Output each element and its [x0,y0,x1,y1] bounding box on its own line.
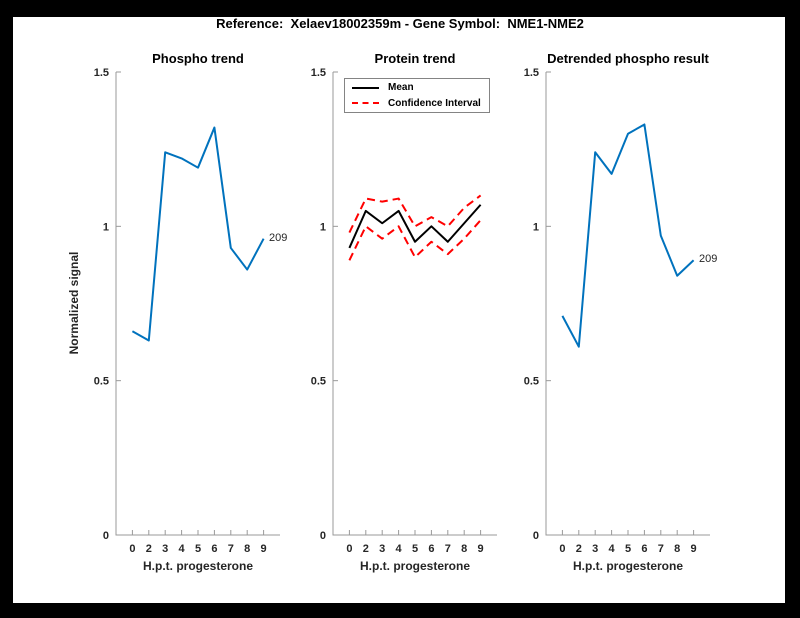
y-tick-label: 1.5 [94,67,109,79]
y-tick-label: 1.5 [311,67,326,79]
y-tick-label: 0.5 [94,376,109,388]
plot3-title: Detrended phospho result [547,51,709,66]
plot1-series-end-label: 209 [269,232,288,244]
209-line [561,123,695,348]
y-tick-label: 0.5 [524,376,539,388]
plot2-x-axis-label: H.p.t. progesterone [359,559,470,573]
legend-mean-line-sample [352,86,379,89]
x-tick-label: 4 [609,543,616,555]
x-tick-label: 2 [363,543,369,555]
x-tick-label: 3 [592,543,598,555]
legend-ci-label: Confidence Interval [388,97,481,109]
figure-canvas [13,17,785,603]
legend-mean-label: Mean [388,82,414,94]
x-tick-label: 3 [162,543,168,555]
y-tick-label: 0 [103,530,109,542]
legend-ci-line-sample [352,102,379,105]
x-tick-label: 2 [146,543,152,555]
x-tick-label: 0 [129,543,135,555]
y-tick-label: 1 [320,221,326,233]
legend-box: Mean Confidence Interval [344,78,490,113]
mean-line [348,204,482,249]
plot3-series-end-label: 209 [699,253,718,265]
x-tick-label: 9 [691,543,697,555]
x-tick-label: 8 [244,543,250,555]
x-tick-label: 5 [412,543,418,555]
y-tick-label: 1 [103,221,109,233]
x-tick-label: 7 [658,543,664,555]
plot1-x-axis-label: H.p.t. progesterone [142,559,253,573]
x-tick-label: 5 [195,543,201,555]
y-tick-label: 0.5 [311,376,326,388]
x-tick-label: 6 [428,543,434,555]
plot3-x-axis-label: H.p.t. progesterone [572,559,683,573]
x-tick-label: 8 [461,543,467,555]
plot3-axes [545,72,710,536]
x-tick-label: 6 [641,543,647,555]
plot1-title: Phospho trend [152,51,244,66]
plot2-title: Protein trend [374,51,456,66]
x-tick-label: 0 [559,543,565,555]
x-tick-label: 9 [478,543,484,555]
plot1-axes [115,72,280,536]
x-tick-label: 5 [625,543,631,555]
x-tick-label: 9 [261,543,267,555]
y-tick-label: 0 [320,530,326,542]
legend-row-ci: Confidence Interval [345,96,489,110]
x-tick-label: 3 [379,543,385,555]
confidence-interval-lower-line [348,219,482,261]
x-tick-label: 4 [179,543,186,555]
x-tick-label: 6 [211,543,217,555]
y-tick-label: 1 [533,221,539,233]
x-tick-label: 7 [228,543,234,555]
x-tick-label: 0 [346,543,352,555]
y-tick-label: 0 [533,530,539,542]
figure-title: Reference: Xelaev18002359m - Gene Symbol… [216,16,584,31]
209-line [131,126,265,342]
x-tick-label: 4 [396,543,403,555]
x-tick-label: 7 [445,543,451,555]
x-tick-label: 2 [576,543,582,555]
confidence-interval-upper-line [348,194,482,233]
y-axis-label: Normalized signal [67,251,81,355]
plot2-axes [332,72,497,536]
x-tick-label: 8 [674,543,680,555]
y-tick-label: 1.5 [524,67,539,79]
legend-row-mean: Mean [345,81,489,95]
